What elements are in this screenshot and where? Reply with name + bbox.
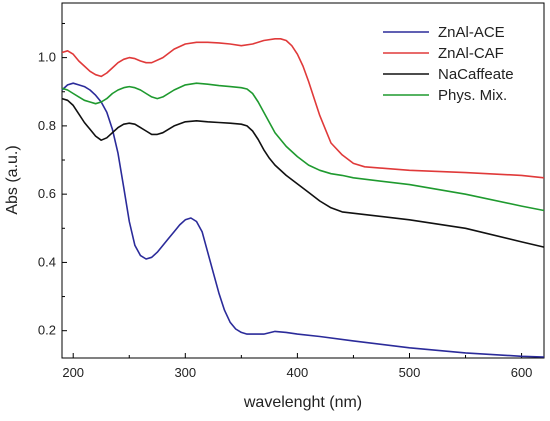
- y-axis-ticks: 0.2 0.4 0.6 0.8 1.0: [38, 22, 67, 338]
- x-tick-label: 600: [511, 365, 533, 380]
- y-tick-label: 0.4: [38, 254, 56, 269]
- legend-label: ZnAl-CAF: [438, 45, 504, 62]
- series-line-3: [61, 82, 545, 212]
- y-tick-label: 0.6: [38, 186, 56, 201]
- series-line-0: [61, 82, 545, 358]
- legend: ZnAl-ACE ZnAl-CAF NaCaffeate Phys. Mix.: [383, 24, 514, 104]
- y-tick-label: 1.0: [38, 50, 56, 65]
- y-tick-label: 0.2: [38, 323, 56, 338]
- y-tick-label: 0.8: [38, 118, 56, 133]
- x-tick-label: 200: [62, 365, 84, 380]
- series-line-1: [61, 38, 545, 179]
- series-line-2: [61, 97, 545, 248]
- x-axis-ticks: 200 300 400 500 600: [62, 353, 532, 380]
- legend-label: NaCaffeate: [438, 66, 514, 83]
- x-tick-label: 300: [174, 365, 196, 380]
- series-lines: [61, 38, 545, 358]
- y-axis-title: Abs (a.u.): [4, 145, 21, 214]
- x-tick-label: 500: [399, 365, 421, 380]
- x-axis-title: wavelenght (nm): [243, 394, 362, 411]
- legend-label: ZnAl-ACE: [438, 24, 505, 41]
- plot-frame: [61, 2, 545, 359]
- legend-label: Phys. Mix.: [438, 87, 507, 104]
- x-tick-label: 400: [287, 365, 309, 380]
